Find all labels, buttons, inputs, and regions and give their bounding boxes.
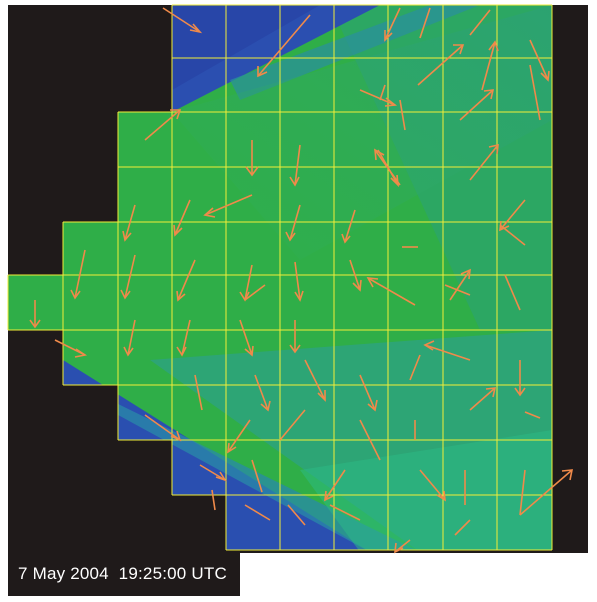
flow-vector-arrow — [289, 320, 301, 354]
flow-vector-arrow — [144, 109, 182, 141]
flow-vector-arrow — [529, 39, 550, 82]
flow-vector-arrow — [469, 9, 491, 36]
flow-vector-arrow — [294, 261, 304, 302]
flow-vector-arrow — [304, 359, 326, 402]
flow-vector-arrow — [211, 489, 216, 511]
flow-vector-arrow — [227, 419, 251, 454]
flow-vector-arrow — [349, 259, 362, 292]
flow-vector-arrow — [399, 99, 406, 131]
flow-vector-arrow — [469, 387, 497, 411]
flow-vector-arrow — [409, 354, 421, 381]
flow-vector-arrow — [203, 194, 253, 218]
flow-vector-arrow — [285, 204, 301, 242]
flow-vector-arrow — [176, 319, 191, 357]
timestamp-panel: 7 May 2004 19:25:00 UTC — [8, 552, 240, 596]
flow-vector-arrow — [359, 89, 398, 107]
flow-vector-arrow — [194, 374, 203, 411]
flow-vector-arrow — [29, 300, 41, 329]
flow-vector-arrow — [384, 7, 401, 42]
flow-vector-arrow — [287, 504, 306, 526]
flow-vector-arrow — [454, 519, 471, 536]
flow-vector-arrow — [70, 249, 86, 300]
flow-vector-arrow — [176, 259, 196, 302]
grid-overlay — [7, 4, 553, 551]
flow-vector-arrow — [244, 504, 271, 521]
flow-vector-arrow — [423, 340, 471, 361]
flow-vector-arrow — [374, 148, 401, 186]
flow-vector-arrow — [459, 89, 495, 121]
flow-vector-arrow — [162, 7, 203, 34]
flow-vector-arrow — [123, 319, 136, 357]
flow-vector-arrow — [499, 199, 526, 232]
flow-vector-arrow — [359, 374, 378, 412]
flow-vector-arrow — [529, 64, 541, 121]
flow-vector-arrow — [519, 469, 573, 516]
flow-vector-arrow — [257, 14, 311, 78]
timestamp-label: 7 May 2004 19:25:00 UTC — [18, 564, 227, 583]
flow-vector-arrow — [524, 411, 541, 419]
flow-vector-arrow — [417, 44, 465, 86]
flow-vector-arrow — [122, 204, 136, 242]
flow-vector-arrow — [329, 504, 361, 521]
flow-vector-arrow — [514, 360, 526, 397]
flow-vector-arrow — [366, 277, 416, 306]
flow-vector-arrow — [359, 419, 381, 461]
flow-vector-arrow — [199, 464, 227, 482]
flow-vector-arrow — [54, 339, 88, 358]
flow-vector-arrow — [504, 274, 521, 311]
flow-vector-arrow — [173, 199, 191, 237]
flow-vector-arrows — [29, 7, 573, 554]
flow-vector-arrow — [519, 469, 526, 516]
flow-vector-arrow — [469, 143, 499, 181]
flow-vector-arrow — [289, 144, 301, 187]
flow-vector-arrow — [251, 459, 263, 493]
flow-vector-arrow — [449, 268, 471, 301]
flow-vector-arrow — [279, 409, 306, 441]
flow-vector-arrow — [239, 319, 254, 357]
flow-vector-arrow — [444, 284, 471, 296]
flow-vector-arrow — [379, 84, 386, 101]
flow-vector-arrow — [499, 224, 526, 246]
flow-vector-arrow — [394, 539, 411, 554]
flow-vector-arrow — [419, 7, 431, 39]
flow-vector-arrow — [341, 209, 356, 244]
flow-vector-arrow — [419, 469, 446, 502]
flow-vector-arrow — [144, 414, 182, 442]
flow-vector-arrow — [244, 284, 266, 301]
flow-vector-arrow — [245, 140, 259, 177]
flow-vector-arrow — [120, 254, 136, 300]
flow-vector-arrow — [254, 374, 271, 412]
flow-vector-arrow — [324, 469, 346, 502]
flow-vector-arrow — [481, 40, 499, 91]
